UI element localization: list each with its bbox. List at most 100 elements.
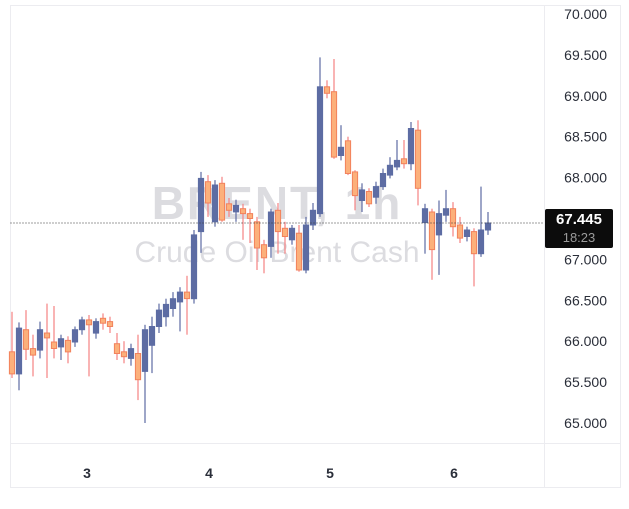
candle-up [190, 230, 198, 304]
candle-body [176, 291, 184, 303]
day-tick-label: 6 [450, 465, 458, 481]
last-price-badge: 67.445 18:23 [545, 209, 613, 248]
price-tick-label: 65.000 [564, 415, 607, 431]
candle-body [449, 208, 457, 228]
day-tick-label: 4 [205, 465, 213, 481]
candle-up [288, 225, 296, 245]
candle-body [386, 164, 394, 176]
candle-body [218, 182, 226, 221]
candle-up [148, 316, 156, 374]
candle-body [372, 186, 380, 198]
candle-down [22, 310, 30, 360]
candle-body [351, 171, 359, 197]
candle-up [78, 316, 86, 335]
day-tick-label: 3 [83, 465, 91, 481]
candle-body [134, 353, 142, 381]
candle-down [29, 334, 37, 377]
candle-body [239, 208, 247, 215]
candle-down [64, 336, 72, 364]
candle-body [120, 351, 128, 358]
candle-down [8, 311, 16, 378]
candle-body [113, 343, 121, 355]
candle-down [85, 315, 93, 377]
candle-up [477, 186, 485, 257]
candle-body [225, 203, 233, 211]
candle-body [211, 184, 219, 223]
price-tick-label: 65.500 [564, 374, 607, 390]
candle-up [71, 326, 79, 347]
candle-body [29, 348, 37, 356]
candle-down [43, 303, 51, 378]
candle-body [50, 341, 58, 349]
candle-up [337, 125, 345, 161]
candles-layer [8, 57, 492, 423]
candle-body [358, 189, 366, 201]
last-price-time: 18:23 [562, 229, 596, 245]
price-tick-label: 69.000 [564, 88, 607, 104]
candle-body [260, 244, 268, 259]
candle-body [407, 128, 415, 165]
candle-down [260, 239, 268, 274]
candle-up [316, 57, 324, 217]
candle-body [253, 221, 261, 249]
candle-down [134, 334, 142, 401]
candle-down [365, 188, 373, 207]
candle-body [15, 327, 23, 375]
candle-up [176, 287, 184, 332]
candle-body [141, 329, 149, 372]
candle-body [309, 209, 317, 226]
candle-body [330, 91, 338, 158]
symbol-description-watermark: Crude Oil Brent Cash [134, 236, 419, 269]
candle-up [407, 122, 415, 171]
candle-body [302, 224, 310, 271]
candle-body [288, 227, 296, 241]
candle-up [197, 171, 205, 253]
candle-up [442, 189, 450, 222]
last-price-value: 67.445 [556, 211, 602, 228]
price-tick-label: 69.500 [564, 47, 607, 63]
candle-up [15, 322, 23, 391]
candle-down [344, 136, 352, 176]
candle-body [477, 229, 485, 255]
candle-up [302, 216, 310, 274]
price-tick-label: 68.500 [564, 129, 607, 145]
candle-down [99, 313, 107, 330]
candle-up [309, 203, 317, 230]
candle-up [141, 324, 149, 423]
candle-up [162, 298, 170, 327]
candle-body [197, 177, 205, 233]
candle-up [463, 226, 471, 242]
candle-body [99, 317, 107, 324]
candle-body [71, 329, 79, 343]
candle-up [155, 303, 163, 333]
price-tick-label: 70.000 [564, 6, 607, 22]
candle-body [232, 204, 240, 213]
candle-down [295, 225, 303, 272]
candle-body [281, 227, 289, 238]
candle-body [323, 86, 331, 94]
candle-body [295, 232, 303, 271]
candle-body [106, 321, 114, 328]
candle-body [274, 209, 282, 233]
candle-body [463, 229, 471, 237]
candle-up [358, 183, 366, 212]
candle-up [127, 343, 135, 366]
candle-body [92, 321, 100, 334]
candle-body [267, 211, 275, 247]
candle-body [428, 211, 436, 251]
candle-body [162, 303, 170, 318]
candle-body [78, 319, 86, 331]
candle-down [218, 176, 226, 222]
candle-body [64, 339, 72, 353]
candle-down [281, 221, 289, 254]
price-tick-label: 67.000 [564, 251, 607, 267]
candle-body [8, 351, 16, 375]
price-tick-label: 68.000 [564, 170, 607, 186]
candle-body [414, 129, 422, 189]
candle-body [442, 208, 450, 216]
candle-body [127, 348, 135, 359]
candle-down [113, 333, 121, 360]
candle-up [372, 181, 380, 204]
time-axis[interactable] [10, 443, 621, 488]
